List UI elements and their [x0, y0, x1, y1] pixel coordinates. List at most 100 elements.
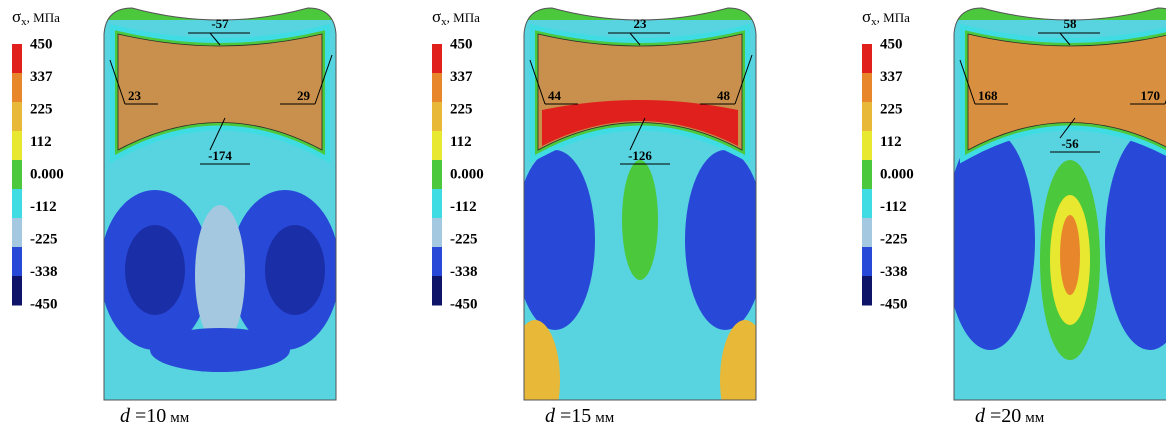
legend-label: -112: [30, 199, 57, 215]
legend-swatch: [862, 160, 872, 190]
legend-swatch: [862, 102, 872, 132]
legend-swatch: [12, 189, 22, 219]
blue-zone: [945, 130, 1035, 350]
legend-symbol: σ: [862, 7, 871, 26]
annotation-top: 58: [1064, 16, 1078, 31]
legend-label: -450: [450, 296, 478, 312]
legend-swatch: [432, 73, 442, 103]
legend-label: -225: [450, 231, 478, 247]
panel: σx, МПа 450 337 225 112 0.000 -112 -225 -338 -450…: [432, 0, 770, 436]
blue-zone: [150, 328, 290, 372]
legend-label: -338: [880, 264, 908, 280]
legend-swatch: [862, 73, 872, 103]
panel: σx, МПа4503372251120.000-112-225-338-450…: [862, 0, 1166, 427]
legend-swatch: [432, 102, 442, 132]
annotation-right: 48: [717, 88, 731, 103]
specimen: [945, 0, 1166, 410]
caption-variable: d: [545, 405, 556, 427]
annotation-left: 23: [128, 88, 142, 103]
legend-swatch: [862, 189, 872, 219]
legend-swatch: [432, 218, 442, 248]
figure: σx, МПа 450 337 225 112 0.000 -112 -225 -338 -450…: [0, 0, 1166, 436]
legend-swatch: [12, 131, 22, 161]
dark-zone: [265, 225, 325, 315]
caption-value: =20: [990, 405, 1021, 427]
legend-swatch: [862, 131, 872, 161]
annotation-top: 23: [634, 16, 648, 31]
legend-title: σx, МПа: [12, 7, 60, 28]
legend-swatch: [12, 73, 22, 103]
annotation-left: 44: [548, 88, 562, 103]
legend-label: 337: [450, 69, 473, 85]
orange-zone: [1060, 215, 1080, 295]
legend-label: 0.000: [30, 166, 64, 182]
legend-swatch: [432, 247, 442, 277]
annotation-left: 168: [978, 88, 998, 103]
legend-swatch: [432, 44, 442, 74]
caption-variable: d: [975, 405, 986, 427]
legend-label: -338: [30, 264, 58, 280]
specimen: [100, 0, 340, 410]
legend-label: -225: [30, 231, 58, 247]
legend-label: -225: [880, 231, 908, 247]
legend-label: 225: [30, 101, 53, 117]
legend-swatch: [862, 44, 872, 74]
legend-swatch: [862, 218, 872, 248]
legend-label: -450: [880, 296, 908, 312]
caption-unit: мм: [170, 410, 189, 426]
caption: d=15мм: [545, 405, 615, 427]
green-zone: [622, 160, 658, 280]
blue-zone: [685, 150, 765, 330]
legend-label: 225: [450, 101, 473, 117]
annotation-bottom: -56: [1061, 136, 1079, 151]
legend-title: σx, МПа: [862, 7, 910, 28]
legend-unit: , МПа: [877, 10, 910, 25]
legend-swatch: [12, 276, 22, 306]
panel: σx, МПа 450 337 225 112 0.000 -112 -225 -338 -450…: [12, 0, 340, 427]
legend-label: 0.000: [450, 166, 484, 182]
legend-label: 225: [880, 101, 903, 117]
annotation-top: -57: [211, 16, 229, 31]
legend-label: 337: [30, 69, 53, 85]
annotation-bottom: -126: [628, 148, 652, 163]
legend-swatch: [432, 189, 442, 219]
yellow-zone: [720, 320, 770, 436]
legend-swatch: [862, 276, 872, 306]
grey-zone: [195, 205, 245, 345]
caption-unit: мм: [1025, 410, 1044, 426]
caption-value: =15: [560, 405, 591, 427]
legend-label: 112: [880, 134, 902, 150]
legend-unit: , МПа: [447, 10, 480, 25]
legend-label: 112: [450, 134, 472, 150]
annotation-right: 170: [1141, 88, 1161, 103]
blue-zone: [515, 150, 595, 330]
caption-variable: d: [120, 405, 131, 427]
legend-label: 450: [450, 36, 473, 52]
legend-label: -112: [880, 199, 907, 215]
legend-label: 112: [30, 134, 52, 150]
legend-symbol: σ: [12, 7, 21, 26]
legend-swatch: [12, 44, 22, 74]
legend-label: -450: [30, 296, 58, 312]
legend-label: 450: [880, 36, 903, 52]
legend-symbol: σ: [432, 7, 441, 26]
dark-zone: [125, 225, 185, 315]
legend-swatch: [432, 131, 442, 161]
legend-swatch: [432, 160, 442, 190]
caption-value: =10: [135, 405, 166, 427]
legend-label: 450: [30, 36, 53, 52]
top-band: [950, 0, 1166, 20]
specimen: [510, 0, 770, 436]
legend-unit: , МПа: [27, 10, 60, 25]
annotation-right: 29: [297, 88, 311, 103]
page: σx, МПа 450 337 225 112 0.000 -112 -225 -338 -450…: [0, 0, 1166, 436]
legend-label: -338: [450, 264, 478, 280]
legend-title: σx, МПа: [432, 7, 480, 28]
legend-swatch: [12, 218, 22, 248]
legend-swatch: [12, 160, 22, 190]
legend-label: 0.000: [880, 166, 914, 182]
legend-swatch: [862, 247, 872, 277]
legend-label: -112: [450, 199, 477, 215]
